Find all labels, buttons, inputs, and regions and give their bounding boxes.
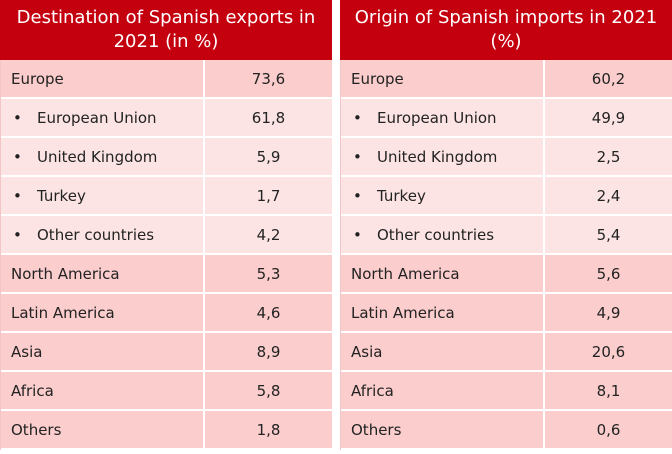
bullet-icon: • <box>13 225 22 244</box>
table-row: • European Union 61,8 <box>1 99 332 138</box>
table-row: Europe 60,2 <box>341 60 672 99</box>
table-row: Others 1,8 <box>1 411 332 450</box>
row-label: European Union <box>377 108 497 127</box>
row-label: Asia <box>1 333 205 370</box>
row-value: 2,4 <box>596 186 621 205</box>
row-value: 5,9 <box>256 147 281 166</box>
row-label: Europe <box>1 60 205 97</box>
table-row: Europe 73,6 <box>1 60 332 99</box>
row-label: Africa <box>1 372 205 409</box>
table-row: Latin America 4,6 <box>1 294 332 333</box>
row-value: 8,9 <box>256 342 281 361</box>
row-label: United Kingdom <box>377 147 498 166</box>
table-row: • Turkey 2,4 <box>341 177 672 216</box>
bullet-icon: • <box>13 108 22 127</box>
row-label-container: • Other countries <box>1 216 205 253</box>
table-row: Latin America 4,9 <box>341 294 672 333</box>
table-row: • Other countries 4,2 <box>1 216 332 255</box>
row-label-container: • Turkey <box>341 177 545 214</box>
row-label-container: • United Kingdom <box>341 138 545 175</box>
table-row: Others 0,6 <box>341 411 672 450</box>
table-row: North America 5,3 <box>1 255 332 294</box>
imports-rows: Europe 60,2 • European Union 49,9 • Unit… <box>340 60 672 450</box>
exports-rows: Europe 73,6 • European Union 61,8 • Unit… <box>0 60 332 450</box>
row-label: Others <box>1 411 205 448</box>
row-value: 5,3 <box>256 264 281 283</box>
table-row: • Other countries 5,4 <box>341 216 672 255</box>
imports-table: Origin of Spanish imports in 2021 (%) Eu… <box>340 0 672 454</box>
bullet-icon: • <box>353 108 362 127</box>
row-label-container: • European Union <box>1 99 205 136</box>
table-row: North America 5,6 <box>341 255 672 294</box>
row-value: 5,4 <box>596 225 621 244</box>
row-label: Others <box>341 411 545 448</box>
row-label: Africa <box>341 372 545 409</box>
row-label: Asia <box>341 333 545 370</box>
row-label-container: • United Kingdom <box>1 138 205 175</box>
row-value: 2,5 <box>596 147 621 166</box>
row-value: 5,8 <box>256 381 281 400</box>
row-label: Other countries <box>37 225 155 244</box>
bullet-icon: • <box>13 147 22 166</box>
row-value: 60,2 <box>591 69 626 88</box>
table-row: • United Kingdom 5,9 <box>1 138 332 177</box>
row-value: 4,2 <box>256 225 281 244</box>
row-value: 61,8 <box>251 108 286 127</box>
row-label-container: • Other countries <box>341 216 545 253</box>
row-label: Turkey <box>377 186 426 205</box>
row-label: North America <box>341 255 545 292</box>
row-label: Latin America <box>341 294 545 331</box>
table-row: Asia 8,9 <box>1 333 332 372</box>
row-value: 4,9 <box>596 303 621 322</box>
row-value: 1,8 <box>256 420 281 439</box>
exports-title: Destination of Spanish exports in 2021 (… <box>0 0 332 60</box>
row-value: 5,6 <box>596 264 621 283</box>
exports-table: Destination of Spanish exports in 2021 (… <box>0 0 332 454</box>
bullet-icon: • <box>353 147 362 166</box>
row-value: 49,9 <box>591 108 626 127</box>
row-label: Turkey <box>37 186 86 205</box>
table-row: Africa 5,8 <box>1 372 332 411</box>
table-row: • United Kingdom 2,5 <box>341 138 672 177</box>
table-row: Africa 8,1 <box>341 372 672 411</box>
row-value: 8,1 <box>596 381 621 400</box>
row-label: Latin America <box>1 294 205 331</box>
row-label: North America <box>1 255 205 292</box>
table-row: • Turkey 1,7 <box>1 177 332 216</box>
bullet-icon: • <box>353 225 362 244</box>
row-label-container: • Turkey <box>1 177 205 214</box>
row-label: Europe <box>341 60 545 97</box>
row-value: 20,6 <box>591 342 626 361</box>
row-label: Other countries <box>377 225 495 244</box>
table-row: Asia 20,6 <box>341 333 672 372</box>
row-value: 0,6 <box>596 420 621 439</box>
row-value: 73,6 <box>251 69 286 88</box>
row-value: 1,7 <box>256 186 281 205</box>
bullet-icon: • <box>13 186 22 205</box>
row-label-container: • European Union <box>341 99 545 136</box>
table-row: • European Union 49,9 <box>341 99 672 138</box>
row-label: European Union <box>37 108 157 127</box>
imports-title: Origin of Spanish imports in 2021 (%) <box>340 0 672 60</box>
row-value: 4,6 <box>256 303 281 322</box>
row-label: United Kingdom <box>37 147 158 166</box>
bullet-icon: • <box>353 186 362 205</box>
